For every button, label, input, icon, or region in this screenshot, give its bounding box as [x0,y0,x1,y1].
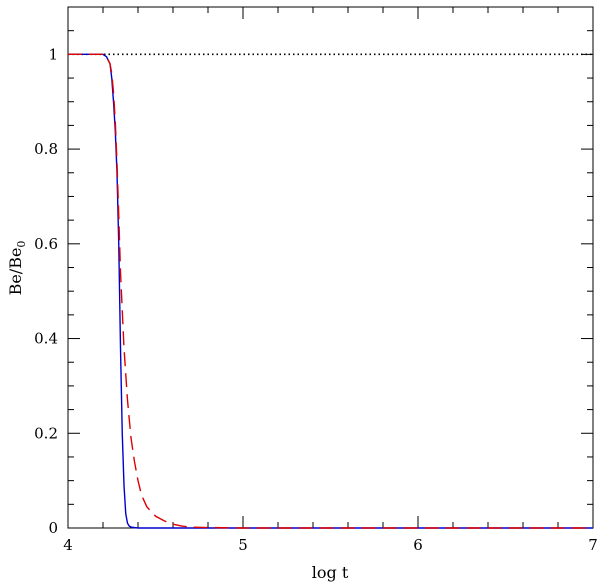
x-tick-label: 5 [238,536,248,554]
x-tick-label: 6 [413,536,423,554]
series-line-dashed [68,53,593,529]
y-tick-label: 0.6 [34,235,58,253]
y-axis-title: Be/Be0 [6,241,28,296]
x-tick-label: 4 [63,536,73,554]
plot-frame [67,6,594,529]
y-tick-label: 0.2 [34,424,58,442]
x-tick-label: 7 [588,536,598,554]
x-axis-title: log t [312,563,349,582]
y-tick-label: 0.8 [34,140,58,158]
y-tick-label: 0.4 [34,330,58,348]
series-group [68,53,593,529]
series-line-solid [68,53,593,529]
y-axis-title-main: Be/Be [6,248,25,296]
y-tick-label: 0 [48,519,58,537]
axis-tick-labels: 4 5 6 7 0 0.2 0.4 0.6 0.8 1 [34,45,598,554]
axis-ticks [67,6,594,529]
y-axis-title-subscript: 0 [15,241,28,248]
y-tick-label: 1 [48,45,58,63]
